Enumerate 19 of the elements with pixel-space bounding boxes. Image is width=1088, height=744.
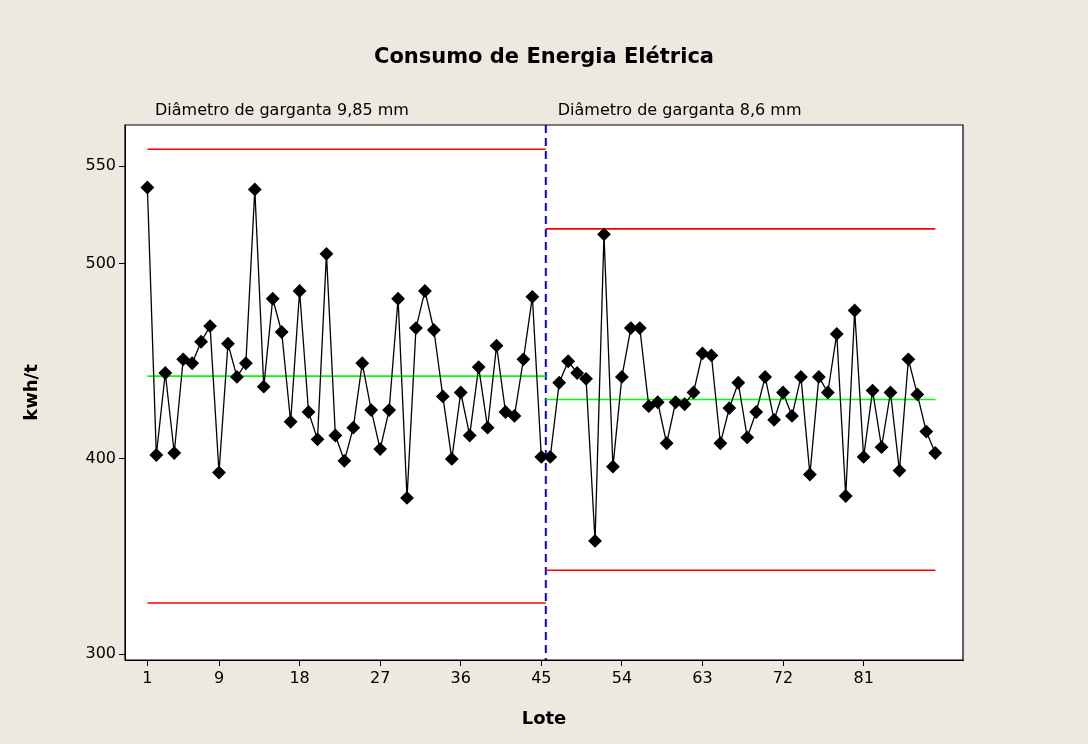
x-tick-label: 63 xyxy=(692,667,713,687)
x-tick-label: 81 xyxy=(853,667,874,687)
x-tick-label: 54 xyxy=(611,667,633,687)
x-tick-label: 18 xyxy=(289,667,310,687)
text: Diâmetro de garganta 8,6 mm xyxy=(557,100,802,119)
x-tick-label: 72 xyxy=(772,667,794,687)
y-tick-label: 500 xyxy=(85,252,116,272)
chart-title: Consumo de Energia Elétrica xyxy=(373,44,715,68)
x-axis-title: Lote xyxy=(521,706,567,728)
y-tick-label: 400 xyxy=(85,448,116,468)
x-tick-label: 9 xyxy=(213,667,225,687)
x-tick-label: 1 xyxy=(142,667,153,687)
x-tick-label: 45 xyxy=(531,667,552,687)
y-tick-label: 550 xyxy=(85,155,116,175)
x-tick-label: 27 xyxy=(369,667,391,687)
x-tick-label: 36 xyxy=(450,667,471,687)
y-axis-title: kwh/t xyxy=(20,363,42,421)
y-tick-label: 300 xyxy=(85,643,116,663)
text: Diâmetro de garganta 9,85 mm xyxy=(155,100,409,119)
